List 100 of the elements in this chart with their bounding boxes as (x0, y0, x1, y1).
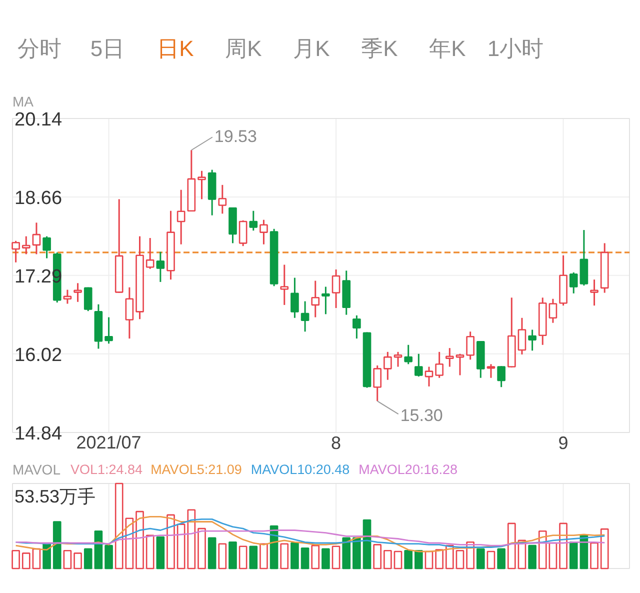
bar (311, 544, 320, 570)
candlestick (373, 364, 382, 402)
bar (548, 542, 558, 570)
bar (373, 544, 382, 570)
bar (507, 522, 516, 570)
chart-title: MAVOL (12, 462, 61, 478)
candlestick (125, 286, 134, 340)
candlestick (22, 236, 30, 255)
bar (218, 543, 227, 570)
bar (42, 543, 51, 570)
bar (435, 549, 444, 570)
bar (84, 548, 92, 570)
bar (456, 550, 464, 570)
candlestick (569, 272, 578, 294)
candlestick (424, 366, 434, 388)
bar (114, 482, 124, 570)
bar (362, 519, 372, 570)
y-tick-label: 16.02 (14, 344, 62, 366)
candlestick (394, 351, 402, 368)
chart-title: MA (12, 94, 34, 110)
bar (322, 548, 330, 570)
bar (332, 546, 340, 570)
candlestick (146, 237, 154, 270)
candlestick (104, 316, 113, 344)
bar (74, 552, 82, 570)
candlestick (445, 347, 454, 368)
candlestick (63, 289, 72, 304)
candlestick (404, 344, 412, 365)
candlestick (156, 251, 165, 283)
text: MAVOL5:21.09 (150, 462, 242, 477)
x-tick-label: 9 (558, 433, 568, 453)
candlestick (290, 277, 299, 319)
candlestick (466, 330, 474, 360)
bar (260, 543, 268, 570)
bar (384, 550, 392, 570)
candlestick (322, 286, 330, 315)
bar (52, 521, 62, 570)
candlestick (218, 184, 227, 214)
y-tick-label: 18.66 (14, 188, 62, 209)
bar (166, 514, 175, 570)
candlestick (352, 314, 361, 340)
bar (424, 550, 434, 570)
text: 年K (429, 36, 466, 61)
candlestick (486, 363, 496, 379)
candlestick (384, 351, 392, 381)
bar (104, 544, 113, 570)
bar (569, 542, 578, 570)
candlestick (456, 353, 464, 376)
bar (249, 546, 258, 570)
bar (146, 534, 154, 570)
bar (300, 547, 310, 570)
bar (198, 528, 206, 570)
candlestick (280, 264, 289, 306)
bar (187, 509, 196, 570)
candlestick (548, 298, 558, 324)
bar (476, 548, 485, 570)
text: 月K (293, 36, 330, 61)
candlestick (332, 268, 340, 309)
x-tick-label: 8 (331, 433, 342, 453)
text: 分时 (18, 36, 62, 61)
text: 日K (157, 36, 194, 61)
annotation: 53.53万手 (14, 486, 96, 506)
text: MAVOL20:16.28 (358, 462, 458, 477)
y-tick-label: 14.84 (14, 424, 62, 444)
text: 周K (225, 36, 262, 61)
candlestick (238, 220, 248, 247)
candlestick (300, 300, 310, 332)
bar (538, 530, 547, 570)
series-label: VOL1:24.84 (70, 462, 144, 477)
bar (32, 548, 41, 570)
bar (22, 552, 30, 570)
bar (342, 537, 351, 570)
candlestick (518, 317, 526, 356)
candlestick (176, 189, 186, 246)
text: 5日 (90, 36, 125, 61)
bar (290, 542, 299, 570)
candlestick (249, 210, 258, 232)
candlestick (528, 328, 536, 352)
bar (590, 542, 598, 570)
text: MAVOL10:20.48 (250, 462, 350, 477)
candlestick (42, 236, 51, 260)
bar (238, 546, 248, 570)
bar (156, 536, 165, 570)
bar (352, 537, 361, 570)
candlestick (497, 365, 506, 388)
text: 季K (361, 36, 398, 61)
x-tick-label: 2021/07 (76, 432, 142, 452)
bar (559, 522, 568, 570)
candlestick (74, 282, 82, 303)
bar (280, 543, 289, 570)
candlestick (12, 240, 20, 264)
bar (497, 548, 506, 570)
annotation: 15.30 (400, 406, 443, 426)
candlestick (260, 219, 268, 246)
bar (63, 550, 72, 570)
candlestick (84, 286, 92, 312)
y-tick-label: 20.14 (14, 110, 62, 130)
candlestick (435, 351, 444, 379)
candlestick (414, 353, 423, 378)
bar (12, 550, 20, 570)
